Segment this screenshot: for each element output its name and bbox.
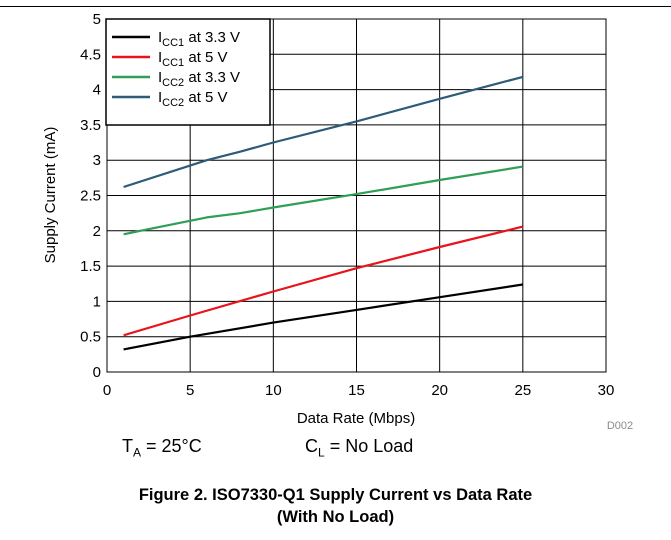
- legend-label-3: ICC2 at 3.3 V: [158, 69, 240, 89]
- y-axis-title: Supply Current (mA): [42, 127, 59, 264]
- series-line-2: [123, 225, 524, 337]
- legend-label-2: ICC1 at 5 V: [158, 49, 228, 69]
- y-tick-label: 2.5: [80, 188, 101, 205]
- load-subscript: L: [318, 445, 325, 460]
- x-tick-label: 5: [186, 382, 194, 399]
- legend-label-1: ICC1 at 3.3 V: [158, 29, 240, 49]
- temperature-symbol: T: [122, 436, 133, 456]
- y-tick-label: 4: [93, 82, 101, 99]
- x-tick-label: 25: [514, 382, 531, 399]
- y-tick-label: 5: [93, 11, 101, 28]
- y-tick-label: 0: [93, 364, 101, 381]
- x-tick-label: 10: [265, 382, 282, 399]
- load-symbol: C: [305, 436, 318, 456]
- y-tick-label: 1.5: [80, 258, 101, 275]
- y-tick-label: 3: [93, 152, 101, 169]
- series-line-4: [123, 75, 524, 189]
- y-tick-labels: 0 0.5 1 1.5 2 2.5 3 3.5 4 4.5 5: [80, 11, 101, 381]
- top-rule: [0, 6, 671, 7]
- x-axis-title: Data Rate (Mbps): [297, 410, 415, 427]
- temperature-condition: TA = 25°C: [122, 436, 202, 460]
- temperature-value: = 25°C: [141, 436, 202, 456]
- load-condition: CL = No Load: [305, 436, 413, 460]
- y-tick-label: 0.5: [80, 329, 101, 346]
- supply-current-chart: 0 5 10 15 20 25 30 0 0.5 1 1.5 2 2.5 3 3.5 4 4.5 5 Data …: [42, 11, 633, 430]
- series-line-3: [123, 165, 523, 236]
- y-tick-label: 1: [93, 293, 101, 310]
- x-tick-label: 20: [431, 382, 448, 399]
- figure-caption-line-1: Figure 2. ISO7330-Q1 Supply Current vs D…: [138, 486, 533, 504]
- plot-frame: [106, 18, 607, 373]
- temperature-subscript: A: [133, 445, 142, 460]
- series-lines: [123, 75, 524, 351]
- y-tick-label: 3.5: [80, 117, 101, 134]
- y-tick-label: 2: [93, 223, 101, 240]
- x-tick-label: 0: [103, 382, 111, 399]
- x-tick-label: 15: [348, 382, 365, 399]
- load-value: = No Load: [324, 436, 414, 456]
- figure-id: D002: [607, 420, 633, 430]
- x-tick-label: 30: [598, 382, 615, 399]
- x-tick-labels: 0 5 10 15 20 25 30: [103, 382, 615, 399]
- series-line-1: [123, 283, 523, 351]
- figure-caption-line-2: (With No Load): [276, 508, 395, 526]
- legend-label-4: ICC2 at 5 V: [158, 89, 228, 109]
- y-tick-label: 4.5: [80, 46, 101, 63]
